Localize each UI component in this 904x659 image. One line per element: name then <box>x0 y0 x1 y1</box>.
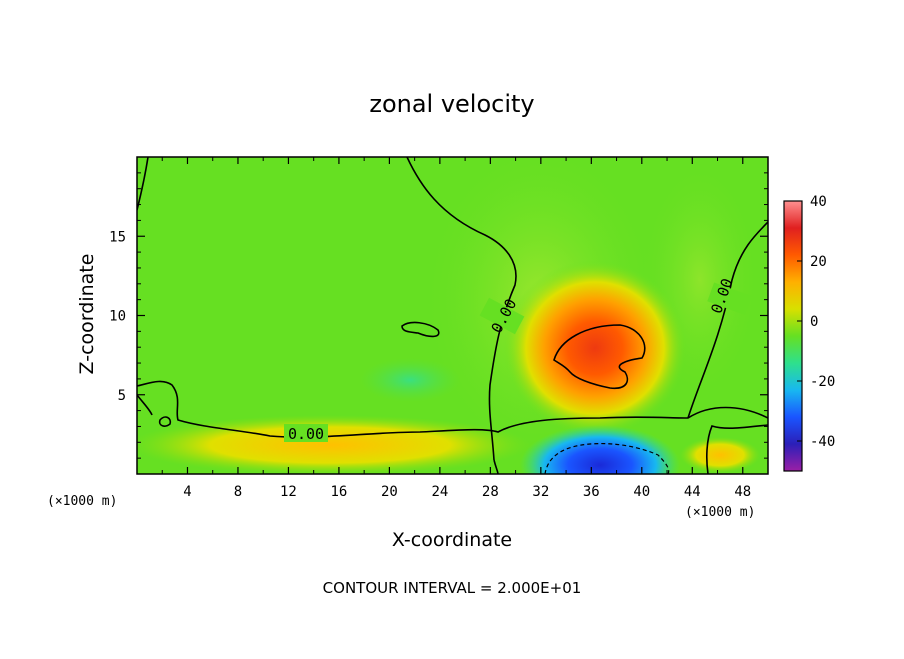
chart-title: zonal velocity <box>369 90 534 118</box>
colorbar-frame <box>783 200 803 472</box>
x-tick-label: 44 <box>684 484 701 500</box>
x-unit-label-right: (×1000 m) <box>685 505 755 520</box>
x-unit-label-left: (×1000 m) <box>47 494 117 509</box>
x-tick-label: 8 <box>234 484 242 500</box>
colorbar-tick-label: 20 <box>810 254 827 270</box>
colorbar: 40 20 0 -20 -40 <box>783 194 835 472</box>
contour-interval-note: CONTOUR INTERVAL = 2.000E+01 <box>323 579 582 597</box>
x-tick-label: 16 <box>330 484 347 500</box>
x-tick-label: 12 <box>280 484 297 500</box>
colorbar-tick-label: -20 <box>810 374 835 390</box>
contour-labels: 0.00 0.00 0.00 <box>284 276 752 443</box>
colorbar-tick-label: -40 <box>810 434 835 450</box>
x-tick-label: 32 <box>532 484 549 500</box>
plot-field <box>137 157 768 474</box>
x-tick-label: 4 <box>183 484 191 500</box>
x-tick-label: 40 <box>633 484 650 500</box>
colorbar-gradient <box>784 201 802 471</box>
x-tick-label: 20 <box>381 484 398 500</box>
x-axis-ticks: 4 8 12 16 20 24 28 32 36 40 44 48 <box>161 157 751 500</box>
x-tick-label: 48 <box>734 484 751 500</box>
x-tick-label: 36 <box>583 484 600 500</box>
contour-lines <box>137 157 768 474</box>
y-tick-label: 15 <box>109 229 126 245</box>
colorbar-tick-label: 40 <box>810 194 827 210</box>
negative-contour <box>544 442 670 474</box>
contour-label: 0.00 <box>288 425 324 443</box>
x-tick-label: 28 <box>482 484 499 500</box>
colorbar-tick-label: 0 <box>810 314 818 330</box>
y-tick-label: 10 <box>109 309 126 325</box>
y-tick-label: 5 <box>118 388 126 404</box>
colorbar-ticks: 40 20 0 -20 -40 <box>797 194 835 450</box>
y-axis-ticks: 5 10 15 <box>109 172 768 459</box>
x-tick-label: 24 <box>431 484 448 500</box>
y-axis-label: Z-coordinate <box>76 254 98 375</box>
x-axis-label: X-coordinate <box>392 529 512 551</box>
